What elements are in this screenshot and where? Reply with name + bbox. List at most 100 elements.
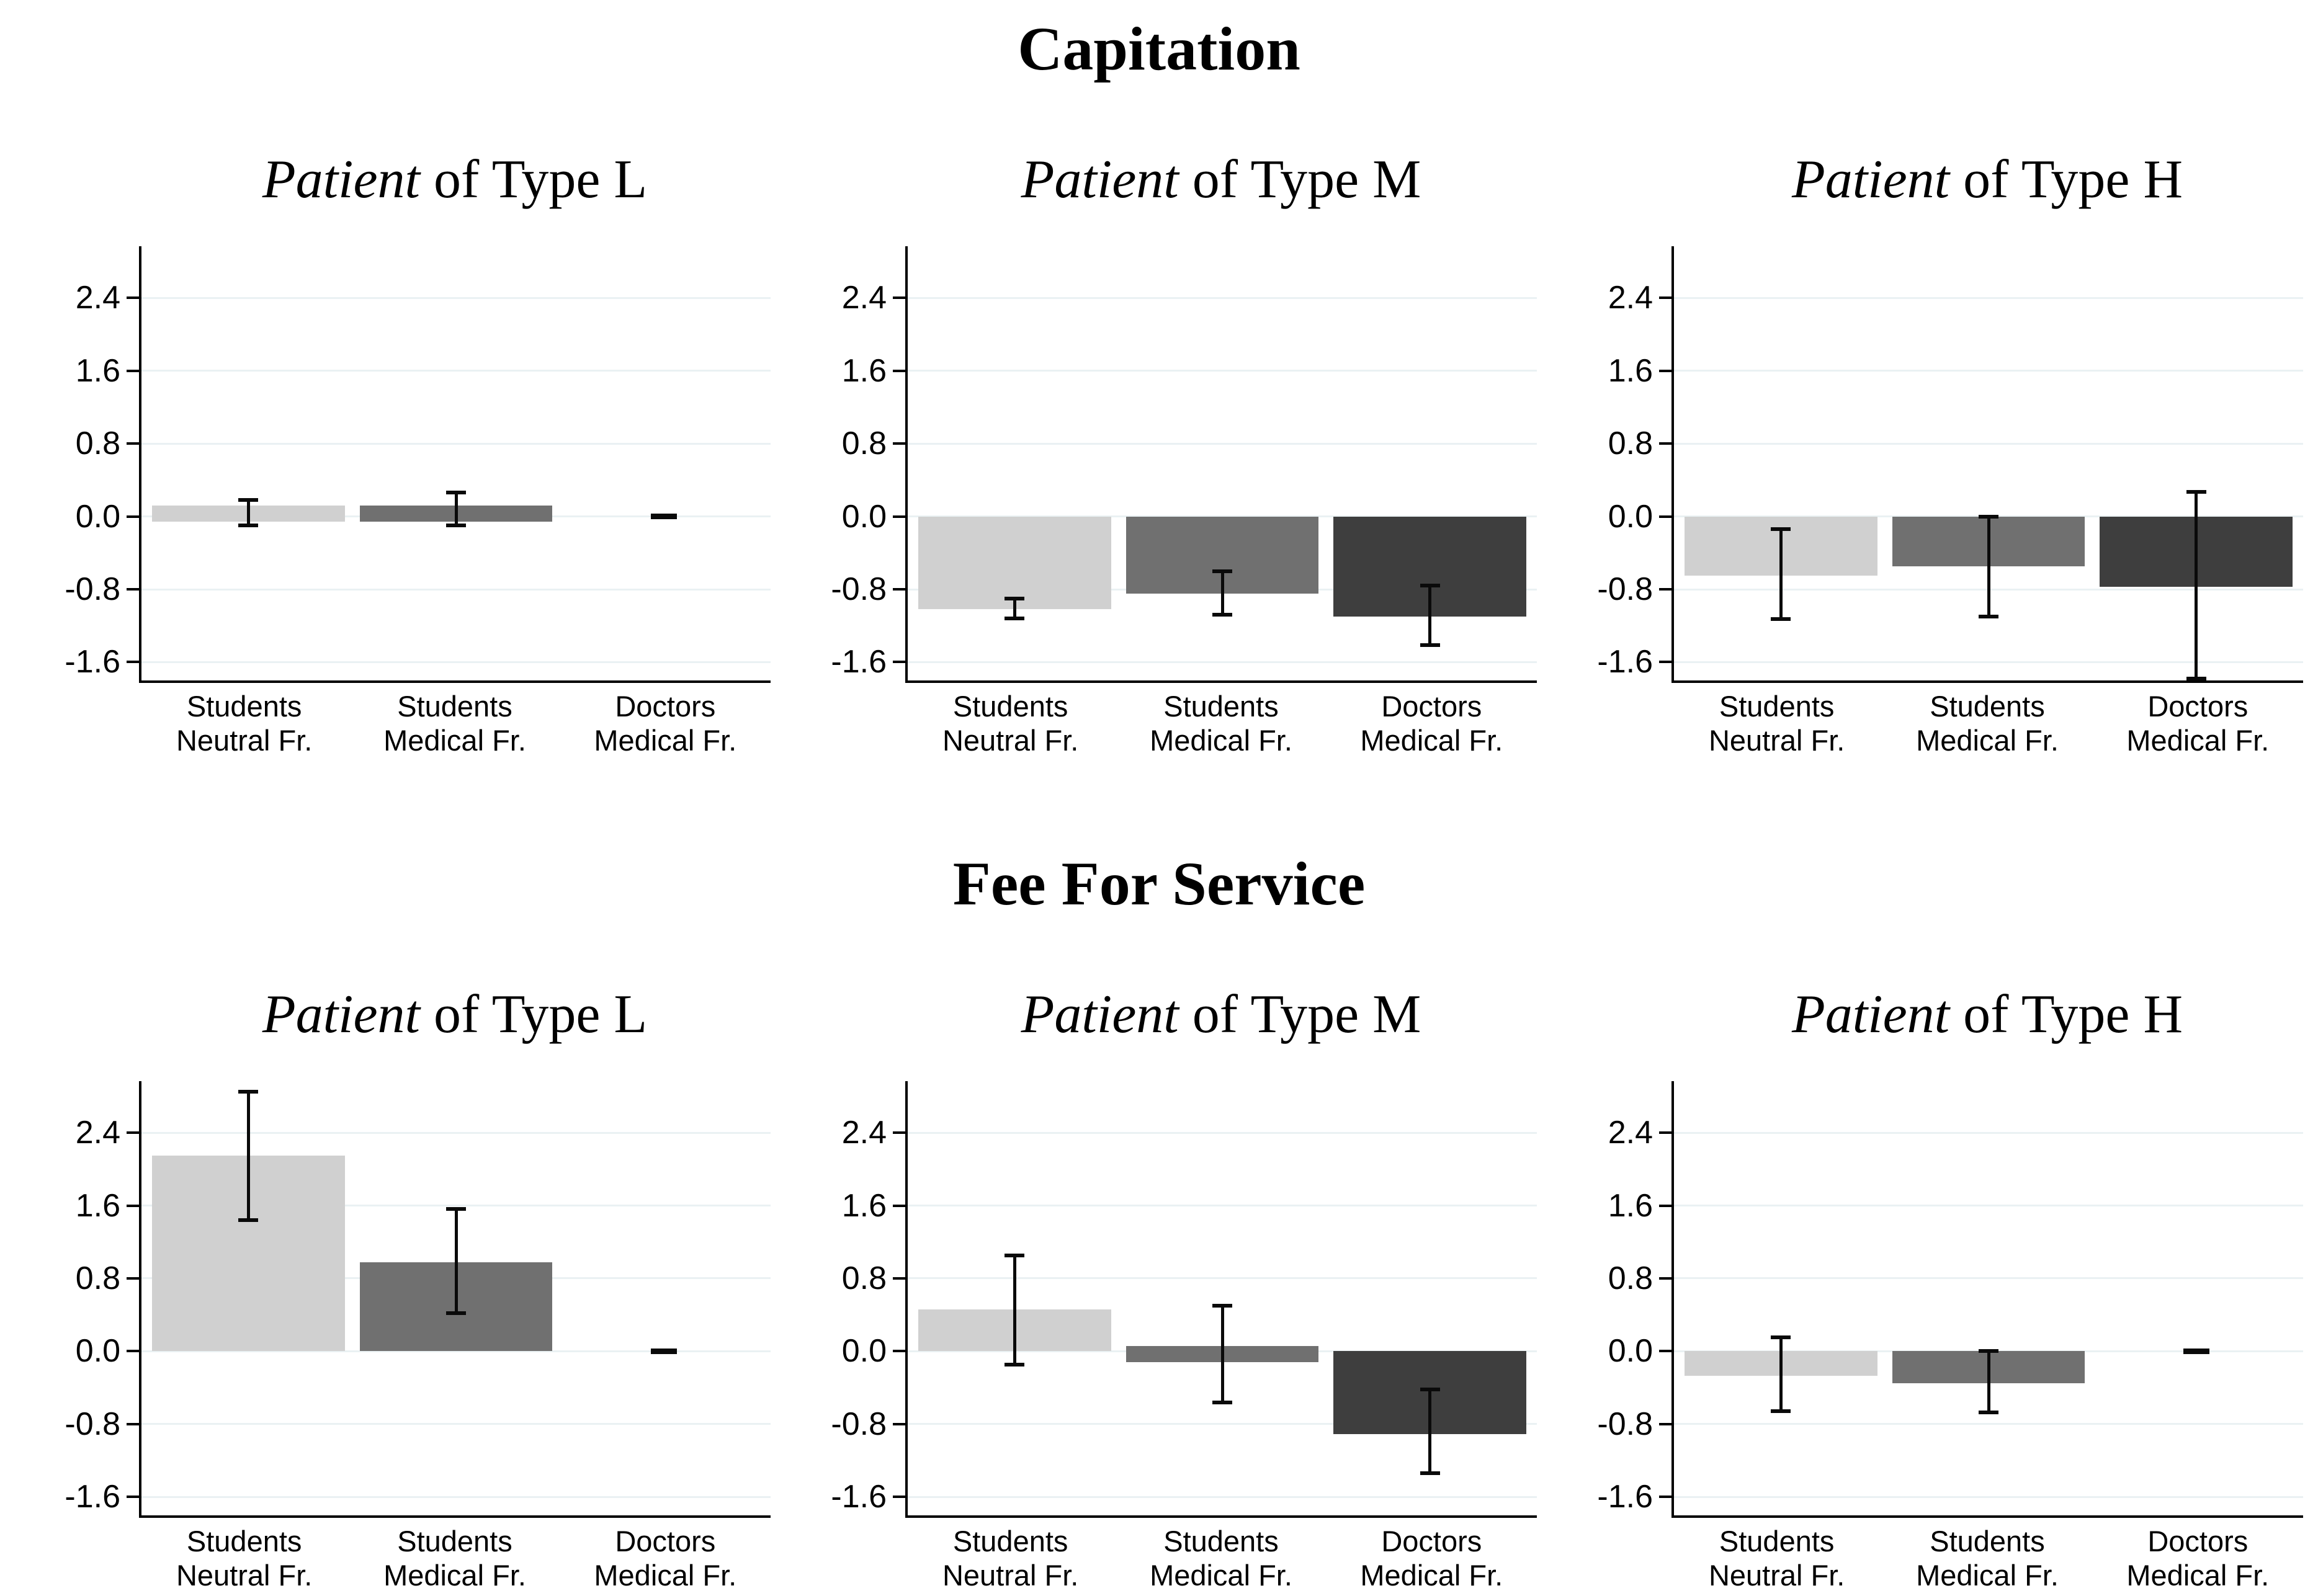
error-bar-cap-top: [238, 1090, 259, 1094]
gridline: [141, 1350, 771, 1352]
y-tick-label: 1.6: [75, 1187, 120, 1224]
gridline: [1674, 1277, 2303, 1280]
error-bar-cap-top: [1771, 527, 1791, 532]
plot-row: 2.4 1.6 0.8 0.0 -0.8 -1.6: [1547, 246, 2303, 683]
error-bar-cap-top: [1212, 1303, 1232, 1308]
error-bar-cap-bottom: [1005, 617, 1025, 620]
subplot-capitation-type-l: Patient of Type L 2.4 1.6 0.8 0.0 -0.8 -1.6 S…: [15, 83, 771, 758]
gridline: [908, 442, 1537, 445]
x-category-label: Doctors Medical Fr.: [560, 1524, 771, 1593]
y-tick-label: -0.8: [831, 571, 887, 608]
subplot-title-rest: of Type L: [420, 984, 648, 1045]
subplot-title-rest: of Type H: [1949, 984, 2183, 1045]
panel-fee-for-service: Patient of Type L 2.4 1.6 0.8 0.0 -0.8 -1.6 S…: [0, 918, 2318, 1593]
x-axis-labels: Students Neutral Fr. Students Medical Fr. Do…: [905, 1524, 1537, 1593]
y-tick-mark: [893, 588, 905, 591]
x-category-label: Students Medical Fr.: [1882, 1524, 2092, 1593]
y-tick-mark: [893, 1496, 905, 1499]
error-bar-cap-top: [1979, 1349, 1998, 1353]
x-category-label: Students Neutral Fr.: [139, 1524, 349, 1593]
y-tick-mark: [893, 1131, 905, 1135]
y-tick-label: -0.8: [1597, 571, 1653, 608]
subplot-title: Patient of Type L: [139, 984, 771, 1045]
y-tick-label: -1.6: [65, 1479, 120, 1515]
y-tick-label: -1.6: [1597, 1479, 1653, 1515]
error-bar-line: [2195, 492, 2198, 679]
y-tick-label: -1.6: [831, 644, 887, 680]
y-tick-mark: [1659, 515, 1671, 518]
x-category-line1: Students: [186, 689, 302, 723]
x-category-line2: Medical Fr.: [594, 724, 737, 757]
y-tick-mark: [893, 1350, 905, 1353]
y-tick-mark: [1659, 1496, 1671, 1499]
y-axis-labels: 2.4 1.6 0.8 0.0 -0.8 -1.6: [1547, 246, 1671, 683]
plot-area: [127, 1081, 771, 1518]
error-bar-cap-top: [1420, 584, 1440, 588]
x-category-line2: Medical Fr.: [1150, 1558, 1292, 1592]
x-axis-labels: Students Neutral Fr. Students Medical Fr. Do…: [139, 689, 771, 758]
x-category-line2: Medical Fr.: [2126, 1558, 2270, 1592]
y-tick-label: 0.0: [75, 1333, 120, 1370]
subplot-title: Patient of Type M: [905, 984, 1537, 1045]
x-category-label: Students Neutral Fr.: [1671, 689, 1882, 758]
bar-doctors-medical-fr-zero-dash: [650, 514, 677, 520]
gridline: [141, 442, 771, 445]
y-axis-labels: 2.4 1.6 0.8 0.0 -0.8 -1.6: [781, 246, 905, 683]
gridline: [141, 588, 771, 591]
x-category-line1: Students: [952, 689, 1068, 723]
x-category-line2: Neutral Fr.: [1708, 724, 1845, 757]
x-category-line2: Medical Fr.: [1360, 1558, 1503, 1592]
y-tick-label: 2.4: [1608, 1115, 1653, 1151]
y-tick-mark: [893, 296, 905, 300]
y-tick-label: 2.4: [841, 1115, 887, 1151]
gridline: [1674, 1423, 2303, 1425]
error-bar-cap-bottom: [1212, 1400, 1232, 1404]
x-axis-labels: Students Neutral Fr. Students Medical Fr. Do…: [139, 1524, 771, 1593]
bar-doctors-medical-fr-zero-dash: [2183, 1348, 2209, 1354]
x-axis-labels: Students Neutral Fr. Students Medical Fr. Do…: [1671, 1524, 2303, 1593]
x-category-line1: Doctors: [615, 1524, 716, 1558]
panel-title-fee-for-service: Fee For Service: [952, 849, 1366, 918]
y-tick-label: 1.6: [75, 352, 120, 389]
x-category-line2: Neutral Fr.: [176, 1558, 313, 1592]
plot-row: 2.4 1.6 0.8 0.0 -0.8 -1.6: [1547, 1081, 2303, 1518]
x-category-line1: Students: [186, 1524, 302, 1558]
y-tick-label: -0.8: [65, 1406, 120, 1442]
x-category-line2: Medical Fr.: [1916, 724, 2059, 757]
subplot-title: Patient of Type L: [139, 149, 771, 210]
error-bar-cap-top: [446, 491, 466, 495]
gridline: [141, 370, 771, 372]
y-tick-mark: [1659, 1422, 1671, 1425]
x-category-line2: Medical Fr.: [2126, 724, 2270, 757]
y-tick-mark: [127, 1277, 139, 1280]
bar-students-neutral-fr: [918, 516, 1111, 610]
subplot-title-em: Patient: [262, 984, 421, 1045]
x-category-line1: Students: [1930, 1524, 2045, 1558]
plot-area: [127, 246, 771, 683]
x-category-line1: Students: [1163, 1524, 1279, 1558]
x-category-line1: Students: [1719, 689, 1835, 723]
y-tick-label: 2.4: [1608, 280, 1653, 316]
y-tick-mark: [893, 1204, 905, 1207]
error-bar-line: [246, 1092, 250, 1221]
error-bar-cap-bottom: [446, 1311, 466, 1315]
gridline: [908, 1496, 1537, 1498]
x-axis-labels: Students Neutral Fr. Students Medical Fr. Do…: [1671, 689, 2303, 758]
subplot-title: Patient of Type H: [1671, 984, 2303, 1045]
x-category-line2: Neutral Fr.: [1708, 1558, 1845, 1592]
y-tick-label: -1.6: [831, 1479, 887, 1515]
x-category-line2: Medical Fr.: [1916, 1558, 2059, 1592]
gridline: [908, 1205, 1537, 1207]
subplot-title-rest: of Type M: [1178, 984, 1421, 1045]
error-bar-line: [1220, 1305, 1224, 1402]
x-category-line1: Students: [397, 1524, 512, 1558]
x-category-label: Students Medical Fr.: [1116, 689, 1326, 758]
y-tick-mark: [127, 1350, 139, 1353]
error-bar-cap-top: [238, 498, 259, 502]
x-category-line1: Students: [397, 689, 512, 723]
gridline: [908, 1277, 1537, 1280]
x-category-line1: Students: [1719, 1524, 1835, 1558]
y-tick-mark: [127, 1496, 139, 1499]
x-category-line1: Doctors: [2147, 689, 2249, 723]
error-bar-line: [1779, 529, 1783, 620]
